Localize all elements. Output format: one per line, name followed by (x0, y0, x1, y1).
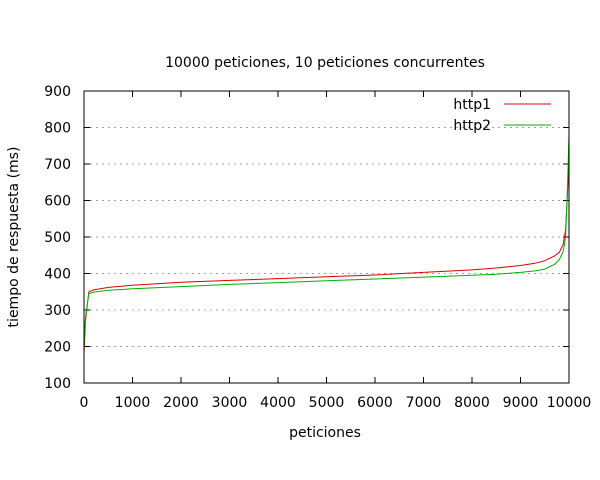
legend: http1 http2 (453, 97, 551, 134)
y-tick-label: 400 (44, 267, 71, 283)
series-line-http1 (83, 156, 570, 354)
grid-lines (84, 127, 569, 347)
x-tick-label: 2000 (163, 395, 199, 411)
x-tick-label: 3000 (212, 395, 248, 411)
legend-label: http2 (453, 118, 491, 134)
y-tick-label: 100 (44, 376, 71, 392)
x-tick-label: 6000 (357, 395, 393, 411)
x-tick-label: 9000 (503, 395, 539, 411)
legend-label: http1 (453, 97, 491, 113)
y-tick-label: 300 (44, 303, 71, 319)
x-tick-label: 0 (80, 395, 89, 411)
y-tick-label: 600 (44, 194, 71, 210)
x-tick-label: 4000 (260, 395, 296, 411)
y-tick-label: 700 (44, 157, 71, 173)
plot-frame (83, 90, 570, 384)
series-line-http2 (83, 134, 570, 347)
y-tick-label: 200 (44, 340, 71, 356)
y-tick-label: 900 (44, 84, 71, 100)
x-tick-label: 1000 (115, 395, 151, 411)
x-axis-label: peticiones (289, 425, 361, 441)
x-tick-label: 10000 (547, 395, 592, 411)
chart-title: 10000 peticiones, 10 peticiones concurre… (165, 55, 485, 71)
y-tick-label: 500 (44, 230, 71, 246)
y-tick-label: 800 (44, 121, 71, 137)
x-tick-label: 5000 (309, 395, 345, 411)
x-tick-label: 7000 (406, 395, 442, 411)
y-axis-label: tiempo de respuesta (ms) (6, 147, 22, 328)
x-tick-label: 8000 (454, 395, 490, 411)
series-lines (83, 134, 570, 354)
